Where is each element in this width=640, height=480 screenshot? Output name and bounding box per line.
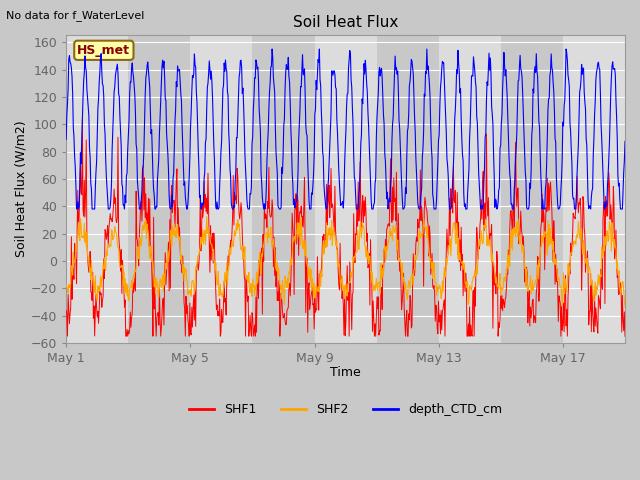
Bar: [190, 36, 252, 343]
SHF2: [203, 214, 211, 219]
SHF2: [296, 220, 304, 226]
Legend: SHF1, SHF2, depth_CTD_cm: SHF1, SHF2, depth_CTD_cm: [184, 398, 508, 421]
depth_CTD_cm: [268, 46, 276, 52]
depth_CTD_cm: [83, 86, 91, 92]
SHF1: [267, 215, 275, 220]
Bar: [376, 36, 439, 343]
SHF1: [79, 116, 86, 122]
SHF1: [62, 308, 70, 313]
SHF2: [515, 216, 522, 222]
depth_CTD_cm: [621, 138, 629, 144]
Line: SHF2: SHF2: [66, 216, 625, 308]
Text: No data for f_WaterLevel: No data for f_WaterLevel: [6, 10, 145, 21]
SHF2: [380, 272, 387, 278]
depth_CTD_cm: [266, 80, 274, 86]
Bar: [128, 36, 190, 343]
SHF2: [62, 282, 70, 288]
SHF2: [266, 231, 274, 237]
SHF2: [621, 305, 629, 311]
SHF1: [63, 333, 71, 339]
depth_CTD_cm: [380, 121, 388, 127]
SHF1: [195, 262, 203, 267]
SHF2: [83, 244, 90, 250]
depth_CTD_cm: [73, 206, 81, 212]
Bar: [563, 36, 625, 343]
SHF1: [380, 246, 388, 252]
SHF2: [194, 254, 202, 260]
depth_CTD_cm: [515, 77, 523, 83]
Line: depth_CTD_cm: depth_CTD_cm: [66, 49, 625, 209]
SHF1: [84, 253, 92, 259]
Bar: [252, 36, 314, 343]
X-axis label: Time: Time: [330, 366, 361, 379]
depth_CTD_cm: [62, 136, 70, 142]
Line: SHF1: SHF1: [66, 119, 625, 336]
Text: HS_met: HS_met: [77, 44, 131, 57]
Bar: [314, 36, 376, 343]
SHF1: [621, 333, 629, 339]
SHF1: [515, 241, 523, 247]
depth_CTD_cm: [195, 148, 202, 154]
Y-axis label: Soil Heat Flux (W/m2): Soil Heat Flux (W/m2): [15, 121, 28, 257]
SHF1: [297, 210, 305, 216]
depth_CTD_cm: [297, 84, 305, 89]
Title: Soil Heat Flux: Soil Heat Flux: [293, 15, 398, 30]
Bar: [439, 36, 501, 343]
Bar: [501, 36, 563, 343]
Bar: [66, 36, 128, 343]
